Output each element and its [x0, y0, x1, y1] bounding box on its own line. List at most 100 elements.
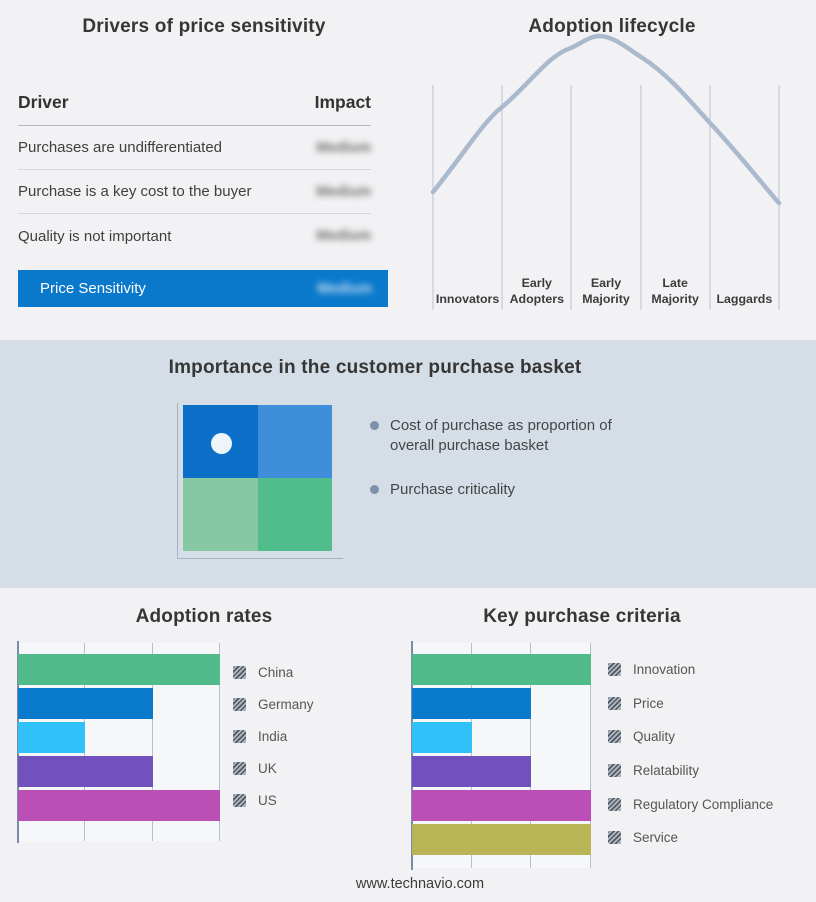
basket-section: Importance in the customer purchase bask… [0, 340, 816, 588]
legend-label: US [258, 792, 277, 808]
legend-item: Germany [233, 688, 314, 720]
gridline [470, 643, 472, 868]
driver-cell: Purchases are undifferentiated [18, 139, 223, 156]
legend-item: Price [608, 687, 773, 721]
gridline [530, 643, 532, 868]
stage-label: Early Adopters [502, 265, 571, 307]
lifecycle-title: Adoption lifecycle [528, 16, 696, 37]
gridline [219, 643, 220, 841]
impact-cell: Medium [316, 183, 371, 200]
legend-label: UK [258, 760, 277, 776]
legend-item: India [233, 720, 314, 752]
quadrant-cell-bottom-right [257, 478, 332, 551]
legend-item: UK [233, 752, 314, 784]
bullet-text: Cost of purchase as proportion of overal… [390, 417, 612, 454]
bullet-icon [370, 421, 379, 430]
stage-label-line: Early [590, 276, 622, 290]
legend-label: Innovation [633, 662, 696, 678]
legend-swatch-icon [233, 729, 246, 743]
legend-item: Quality [608, 720, 773, 754]
impact-column-header: Impact [314, 92, 371, 112]
gridline [590, 643, 591, 868]
driver-cell: Quality is not important [18, 227, 172, 245]
bullet-item: Purchase criticality [370, 480, 670, 500]
legend-label: Regulatory Compliance [633, 796, 774, 812]
price-sensitivity-impact: Medium [317, 280, 372, 297]
legend-label: Price [633, 695, 664, 711]
legend-item: Relatability [608, 754, 773, 788]
bar [412, 790, 591, 821]
chart-legend: Innovation Price Quality Relatability Regula… [608, 653, 773, 855]
price-sensitivity-row: Price Sensitivity Medium [18, 270, 388, 307]
impact-cell: Medium [316, 139, 371, 156]
stage-label-line: Late [662, 276, 688, 290]
chart-legend: China Germany India UK US [233, 656, 314, 816]
bullet-icon [370, 485, 379, 494]
bar [412, 688, 532, 719]
legend-swatch-icon [233, 697, 246, 711]
quadrant-axes [177, 403, 343, 559]
bar-group [412, 654, 591, 855]
legend-item: US [233, 784, 314, 816]
legend-item: Regulatory Compliance [608, 787, 773, 821]
quadrant-cell-top-right [257, 405, 332, 478]
legend-label: India [258, 728, 288, 744]
bar [18, 654, 220, 685]
legend-swatch-icon [608, 663, 621, 677]
legend-label: China [258, 664, 294, 680]
legend-item: Innovation [608, 653, 773, 687]
basket-title: Importance in the customer purchase bask… [168, 357, 582, 378]
driver-column-header: Driver [18, 92, 69, 112]
legend-swatch-icon [233, 761, 246, 775]
lifecycle-stage-labels: Innovators Early Adopters Early Majority Late… [433, 265, 779, 307]
table-row: Quality is not important Medium [18, 214, 371, 258]
legend-swatch-icon [608, 764, 621, 778]
lifecycle-chart [430, 33, 782, 310]
stage-label-line: Innovators [435, 291, 500, 306]
legend-swatch-icon [233, 793, 246, 807]
chart-title: Key purchase criteria [483, 606, 681, 627]
bullet-item: Cost of purchase as proportion of overal… [370, 416, 670, 456]
stage-label: Innovators [433, 265, 502, 307]
lifecycle-panel: Adoption lifecycle Innovators Early Adopte… [408, 0, 816, 340]
stage-label-line: Majority [582, 291, 630, 306]
legend-swatch-icon [608, 696, 621, 710]
adoption-rates-panel: Adoption rates China Germany India UK US [0, 588, 408, 902]
footer-url: www.technavio.com [355, 876, 485, 892]
drivers-table: Driver Impact Purchases are undifferenti… [18, 92, 371, 258]
bar [412, 654, 591, 685]
legend-swatch-icon [608, 797, 621, 811]
bar [18, 688, 153, 719]
basket-bullets: Cost of purchase as proportion of overal… [370, 416, 670, 524]
bar-plot [411, 641, 591, 870]
stage-label-line: Laggards [716, 291, 773, 306]
bar [412, 824, 591, 855]
quadrant-cell-bottom-left [183, 478, 258, 551]
legend-item: China [233, 656, 314, 688]
bar-group [18, 654, 220, 821]
lifecycle-curve [430, 33, 782, 206]
legend-label: Germany [258, 696, 314, 712]
drivers-table-header: Driver Impact [18, 92, 371, 126]
impact-cell: Medium [316, 228, 371, 244]
bar [18, 790, 220, 821]
chart-title: Adoption rates [135, 606, 273, 627]
stage-label-line: Adopters [509, 291, 564, 306]
bar [18, 722, 86, 753]
price-sensitivity-label: Price Sensitivity [40, 280, 146, 297]
bar [412, 756, 532, 787]
legend-label: Quality [633, 729, 676, 745]
legend-swatch-icon [608, 831, 621, 845]
bar-plot [17, 641, 220, 843]
gridline [151, 643, 153, 841]
key-purchase-criteria-panel: Key purchase criteria Innovation Price Qua… [408, 588, 816, 902]
table-row: Purchase is a key cost to the buyer Mediu… [18, 170, 371, 214]
stage-label: Early Majority [571, 265, 640, 307]
stage-label: Laggards [710, 265, 779, 307]
stage-label-line: Early [521, 276, 552, 290]
bar [412, 722, 472, 753]
quadrant-marker-dot [211, 433, 232, 454]
drivers-panel: Drivers of price sensitivity Driver Impa… [0, 0, 408, 340]
quadrant-chart [183, 405, 332, 551]
